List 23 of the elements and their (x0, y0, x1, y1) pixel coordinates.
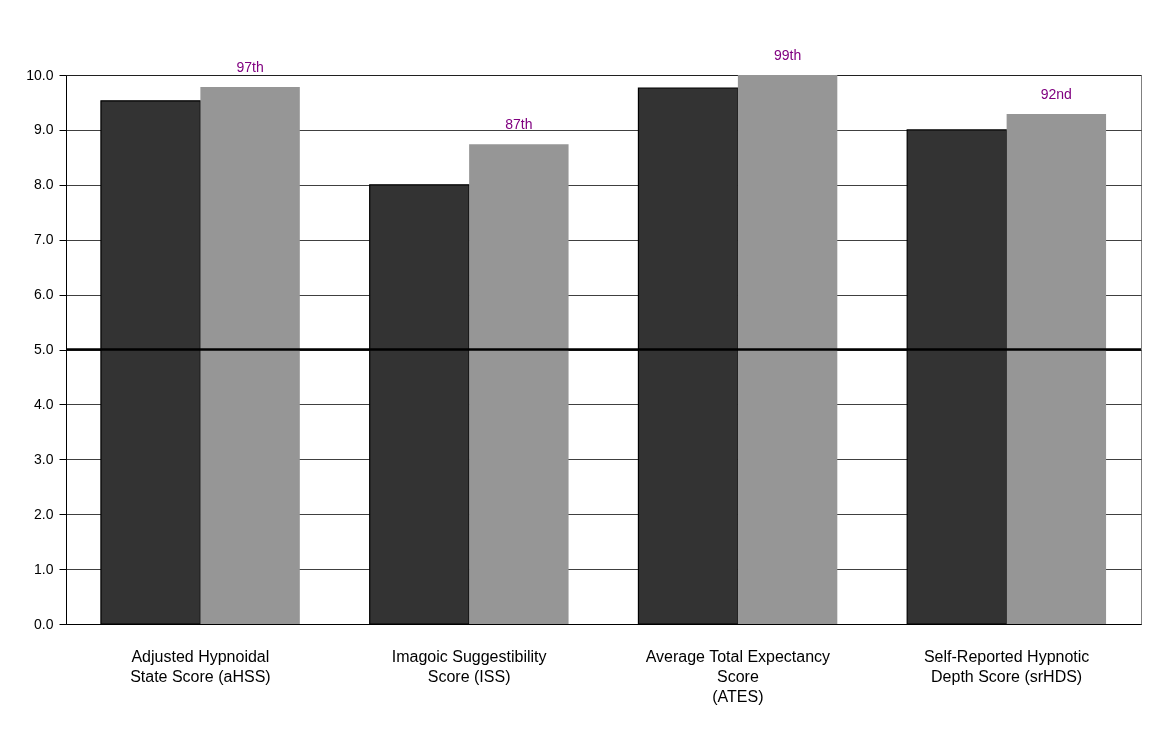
bar (1006, 113, 1107, 624)
x-tick-label: Adjusted Hypnoidal State Score (aHSS) (130, 647, 271, 685)
x-tick-label: Average Total Expectancy Score (ATES) (645, 647, 831, 705)
y-tick-label: 0.0 (34, 615, 54, 632)
annotation: 87th (505, 116, 533, 133)
bar (737, 75, 838, 624)
annotation: 97th (236, 59, 264, 76)
bar (469, 144, 569, 624)
y-tick-label: 1.0 (34, 560, 54, 577)
y-tick-label: 7.0 (34, 231, 54, 248)
y-tick-label: 9.0 (34, 121, 54, 138)
annotation: 99th (773, 47, 802, 63)
bar (200, 87, 300, 624)
y-tick-label: 4.0 (34, 395, 54, 412)
annotation: 92nd (1040, 85, 1072, 102)
y-tick-label: 2.0 (34, 505, 54, 522)
x-tick-label: Imagoic Suggestibility Score (ISS) (391, 647, 547, 685)
y-tick-label: 5.0 (34, 341, 54, 357)
y-tick-label: 3.0 (34, 450, 54, 467)
y-tick-label: 8.0 (34, 176, 54, 193)
y-tick-label: 6.0 (34, 286, 54, 303)
y-tick-label: 10.0 (26, 66, 54, 83)
x-tick-label: Self-Reported Hypnotic Depth Score (srHDS) (923, 647, 1090, 685)
